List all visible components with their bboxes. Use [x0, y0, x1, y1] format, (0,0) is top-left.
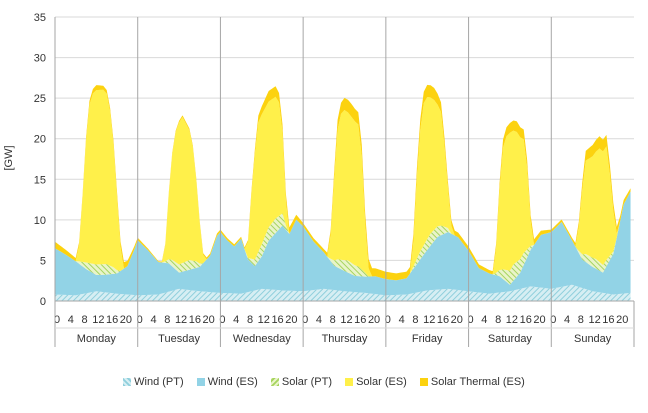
hour-tick-label: 12: [258, 314, 270, 326]
hour-tick-label: 0: [219, 314, 225, 326]
hour-tick-label: 8: [495, 314, 501, 326]
area-solar-pt: [55, 191, 631, 285]
hour-tick-label: 0: [54, 314, 60, 326]
legend-swatch-solar-thermal-es: [419, 378, 428, 386]
legend-label-solar-thermal-es: Solar Thermal (ES): [430, 376, 525, 388]
hour-tick-label: 12: [423, 314, 435, 326]
y-tick-label: 20: [34, 134, 46, 146]
hour-tick-label: 16: [271, 314, 283, 326]
area-wind-es: [55, 191, 631, 296]
legend-swatch-solar-es: [345, 378, 354, 386]
hour-tick-label: 16: [354, 314, 366, 326]
hour-tick-label: 4: [481, 314, 487, 326]
hour-tick-label: 16: [106, 314, 118, 326]
hour-tick-label: 20: [120, 314, 132, 326]
legend-label-solar-es: Solar (ES): [356, 376, 407, 388]
y-tick-label: 35: [34, 12, 46, 24]
y-tick-label: 10: [34, 215, 46, 227]
day-label-saturday: Saturday: [488, 333, 533, 345]
day-label-sunday: Sunday: [574, 333, 612, 345]
hour-tick-label: 8: [412, 314, 418, 326]
legend-swatch-wind-es: [196, 378, 205, 386]
hour-tick-label: 4: [316, 314, 322, 326]
chart-legend: Wind (PT) Wind (ES) Solar (PT) Solar (ES…: [0, 376, 648, 388]
hour-tick-label: 4: [233, 314, 239, 326]
hour-tick-label: 16: [437, 314, 449, 326]
legend-item-solar-thermal-es: Solar Thermal (ES): [419, 376, 525, 388]
day-label-friday: Friday: [412, 333, 443, 345]
hour-tick-label: 8: [578, 314, 584, 326]
hour-tick-label: 8: [164, 314, 170, 326]
legend-label-wind-es: Wind (ES): [207, 376, 258, 388]
hour-tick-label: 4: [68, 314, 74, 326]
y-axis-title: [GW]: [3, 145, 15, 170]
hour-tick-label: 12: [175, 314, 187, 326]
day-label-thursday: Thursday: [322, 333, 368, 345]
stacked-areas: [55, 84, 631, 301]
y-tick-label: 5: [40, 255, 46, 267]
legend-item-solar-es: Solar (ES): [345, 376, 407, 388]
y-tick-label: 15: [34, 174, 46, 186]
day-label-wednesday: Wednesday: [233, 333, 291, 345]
hour-tick-label: 8: [247, 314, 253, 326]
legend-item-solar-pt: Solar (PT): [270, 376, 333, 388]
hour-tick-label: 0: [302, 314, 308, 326]
y-tick-label: 30: [34, 53, 46, 65]
hour-tick-label: 8: [330, 314, 336, 326]
hour-tick-label: 12: [92, 314, 104, 326]
hour-tick-label: 0: [550, 314, 556, 326]
hour-tick-label: 16: [602, 314, 614, 326]
hour-tick-label: 0: [468, 314, 474, 326]
y-tick-label: 25: [34, 93, 46, 105]
hour-tick-label: 4: [150, 314, 156, 326]
y-tick-label: 0: [40, 296, 46, 308]
hour-tick-label: 8: [82, 314, 88, 326]
hour-tick-label: 12: [340, 314, 352, 326]
hour-tick-label: 20: [451, 314, 463, 326]
area-solar-es: [55, 89, 631, 281]
day-label-tuesday: Tuesday: [158, 333, 200, 345]
hour-tick-label: 0: [385, 314, 391, 326]
day-label-monday: Monday: [77, 333, 117, 345]
hour-tick-label: 20: [203, 314, 215, 326]
hour-tick-label: 20: [533, 314, 545, 326]
hour-tick-label: 12: [506, 314, 518, 326]
hour-tick-label: 0: [137, 314, 143, 326]
legend-item-wind-es: Wind (ES): [196, 376, 258, 388]
legend-item-wind-pt: Wind (PT): [123, 376, 184, 388]
legend-label-wind-pt: Wind (PT): [134, 376, 184, 388]
hour-tick-label: 12: [589, 314, 601, 326]
hour-tick-label: 4: [564, 314, 570, 326]
hour-tick-label: 20: [368, 314, 380, 326]
legend-label-solar-pt: Solar (PT): [281, 376, 333, 388]
area-wind-pt: [55, 284, 631, 301]
legend-swatch-wind-pt: [123, 378, 132, 386]
hour-tick-label: 20: [616, 314, 628, 326]
hour-tick-label: 20: [285, 314, 297, 326]
hour-tick-label: 16: [520, 314, 532, 326]
legend-swatch-solar-pt: [270, 378, 279, 386]
hour-tick-label: 16: [189, 314, 201, 326]
hour-tick-label: 4: [399, 314, 405, 326]
